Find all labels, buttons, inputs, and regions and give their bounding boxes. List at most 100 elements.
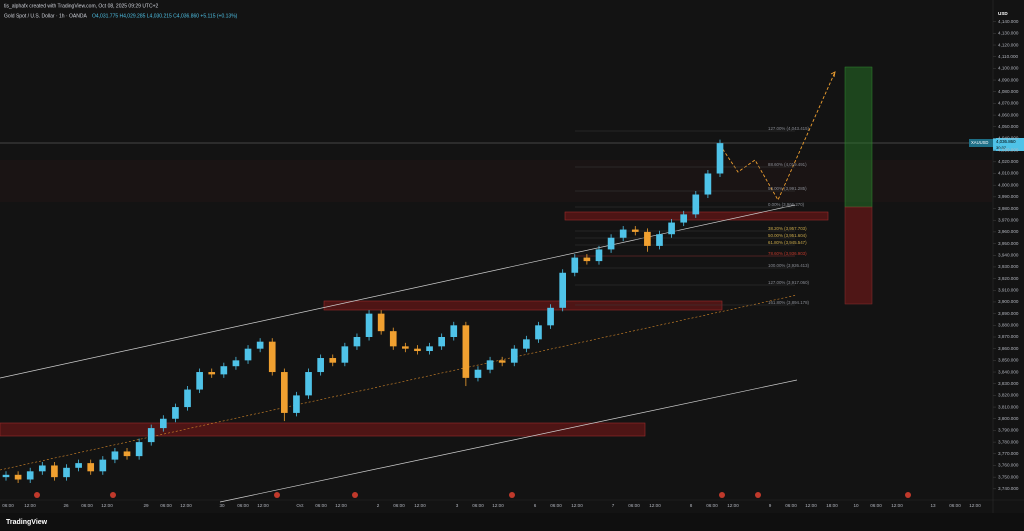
price-tag xyxy=(993,138,1024,151)
candle-body xyxy=(281,372,288,413)
event-icon xyxy=(755,492,761,498)
stop-box xyxy=(844,206,873,305)
y-tick-label: 3,950.000 xyxy=(998,241,1019,246)
symbol-tag-text: XAUUSD xyxy=(971,140,988,145)
event-icon xyxy=(352,492,358,498)
x-tick-label: 06:00 xyxy=(870,503,882,508)
candle-body xyxy=(317,358,324,373)
event-icon xyxy=(34,492,40,498)
x-tick-label: 06:00 xyxy=(550,503,562,508)
y-tick-label: 3,770.000 xyxy=(998,451,1019,456)
candle-body xyxy=(268,341,276,373)
y-tick-label: 4,110.000 xyxy=(998,54,1019,59)
y-tick-label: 3,790.000 xyxy=(998,428,1019,433)
candle-body xyxy=(668,222,675,235)
target-box xyxy=(844,66,873,208)
footer xyxy=(0,513,1024,531)
candle-body xyxy=(220,366,228,375)
x-tick-label: 06:00 xyxy=(472,503,484,508)
created-by: tis_alphafx created with TradingView.com… xyxy=(4,3,159,9)
candle-body xyxy=(63,467,70,478)
candle-body xyxy=(523,339,530,349)
x-tick-label: 13 xyxy=(930,503,936,508)
candle-body xyxy=(244,348,252,361)
price-axis: 4,140.000 4,130.000 4,120.000 4,110.000 4,10… xyxy=(993,19,1019,491)
x-tick-label: 12:00 xyxy=(727,503,739,508)
x-tick-label: 8 xyxy=(690,503,693,508)
symbol-tag xyxy=(969,139,993,147)
x-tick-label: 12:00 xyxy=(257,503,269,508)
y-tick-label: 3,870.000 xyxy=(998,334,1019,339)
candle-body xyxy=(123,451,131,457)
y-tick-label: 3,990.000 xyxy=(998,194,1019,199)
x-tick-label: Oct xyxy=(296,503,304,508)
supply-zone xyxy=(0,422,646,437)
candle-body xyxy=(656,234,663,246)
fib-label: 38.20% (3,957.703) xyxy=(768,226,807,231)
fib-label: 161.80% (3,894.178) xyxy=(768,300,810,305)
candle-body xyxy=(535,325,542,340)
y-tick-label: 3,970.000 xyxy=(998,217,1019,222)
y-tick-label: 4,140.000 xyxy=(998,19,1019,24)
logo[interactable]: TradingView xyxy=(6,519,48,526)
y-tick-label: 4,130.000 xyxy=(998,31,1019,36)
candle-body xyxy=(87,463,95,472)
ohlc: O4,031.775 H4,029.285 L4,030.215 C4,036.… xyxy=(92,13,238,19)
y-tick-label: 3,780.000 xyxy=(998,439,1019,444)
y-tick-label: 4,000.000 xyxy=(998,182,1019,187)
event-icon xyxy=(719,492,725,498)
candle-body xyxy=(498,360,506,363)
x-tick-label: 12:00 xyxy=(571,503,583,508)
candle-body xyxy=(51,465,58,478)
fib-label: 78.60% (3,936.903) xyxy=(768,251,807,256)
x-tick-label: 06:00 xyxy=(81,503,93,508)
candle-body xyxy=(196,372,203,390)
y-tick-label: 4,100.000 xyxy=(998,66,1019,71)
currency: USD xyxy=(998,11,1008,16)
y-tick-label: 3,900.000 xyxy=(998,299,1019,304)
y-tick-label: 3,800.000 xyxy=(998,416,1019,421)
candle-body xyxy=(2,474,10,478)
candle-body xyxy=(353,337,361,347)
x-tick-label: 6 xyxy=(534,503,537,508)
candle-body xyxy=(704,173,712,195)
event-icon xyxy=(509,492,515,498)
x-tick-label: 29 xyxy=(143,503,149,508)
candle-body xyxy=(232,360,240,367)
candle-body xyxy=(571,257,579,273)
y-tick-label: 3,940.000 xyxy=(998,252,1019,257)
x-tick-label: 2 xyxy=(377,503,380,508)
x-tick-label: 12:00 xyxy=(414,503,426,508)
candle-body xyxy=(147,428,155,443)
x-tick-label: 06:00 xyxy=(393,503,405,508)
y-tick-label: 3,850.000 xyxy=(998,358,1019,363)
x-tick-label: 06:00 xyxy=(706,503,718,508)
y-tick-label: 3,930.000 xyxy=(998,264,1019,269)
candle-body xyxy=(716,143,724,174)
x-tick-label: 7 xyxy=(612,503,615,508)
x-tick-label: 18:00 xyxy=(826,503,838,508)
candle-body xyxy=(402,346,409,349)
y-tick-label: 3,880.000 xyxy=(998,323,1019,328)
candle-body xyxy=(438,337,445,347)
y-tick-label: 4,020.000 xyxy=(998,159,1019,164)
channel-lower xyxy=(219,379,798,503)
candle-body xyxy=(462,325,470,378)
candle-body xyxy=(583,257,591,262)
x-tick-label: 06:00 xyxy=(315,503,327,508)
candle-body xyxy=(208,372,216,375)
y-tick-label: 4,090.000 xyxy=(998,77,1019,82)
fib-label: 50.00% (3,951.604) xyxy=(768,233,807,238)
event-icon xyxy=(110,492,116,498)
countdown: 30:37 xyxy=(996,145,1007,150)
candle-body xyxy=(341,346,349,363)
y-tick-label: 4,070.000 xyxy=(998,101,1019,106)
y-tick-label: 3,740.000 xyxy=(998,486,1019,491)
x-tick-label: 12:00 xyxy=(649,503,661,508)
candle-body xyxy=(14,474,22,480)
candle-body xyxy=(38,465,46,472)
x-tick-label: 3 xyxy=(456,503,459,508)
x-tick-label: 12:00 xyxy=(969,503,981,508)
candle-body xyxy=(111,451,119,460)
